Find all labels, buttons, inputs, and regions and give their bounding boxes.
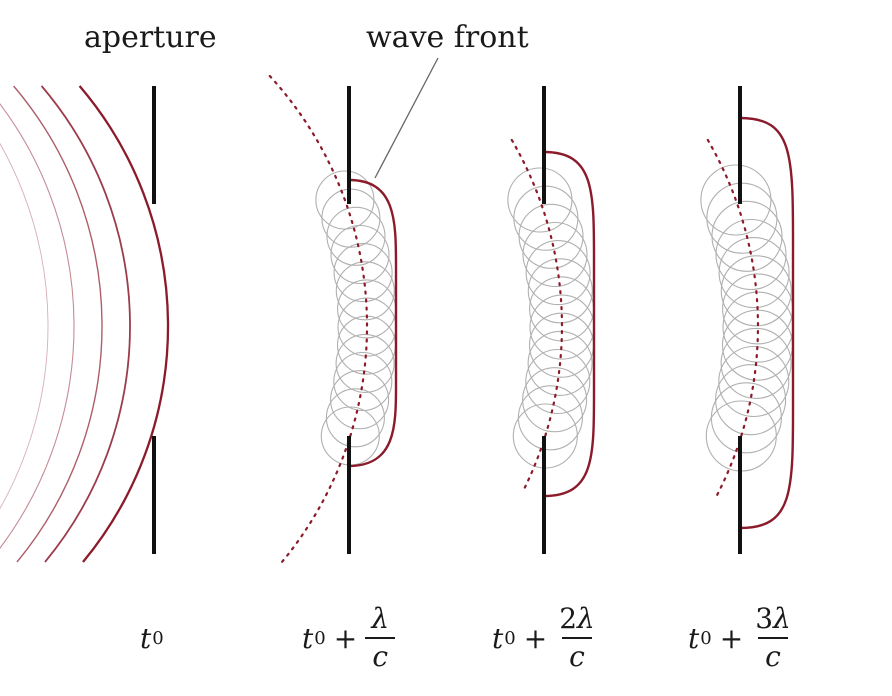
fraction-numerator: 2λ bbox=[555, 605, 599, 637]
incoming-wave-arc-3 bbox=[13, 85, 103, 563]
huygens-wavelets bbox=[315, 164, 794, 472]
aperture-barriers bbox=[152, 86, 742, 554]
time-symbol: t bbox=[688, 621, 700, 655]
time-symbol: t bbox=[140, 621, 152, 655]
incoming-wave-arc-4 bbox=[0, 103, 75, 549]
fraction-numerator: 3λ bbox=[751, 605, 795, 637]
wavelet-circle bbox=[330, 224, 390, 285]
previous-front-dotted-1 bbox=[268, 74, 369, 568]
new-wave-front-2 bbox=[543, 150, 596, 498]
wave-front-pointer bbox=[374, 57, 439, 179]
fraction-denominator: c bbox=[365, 637, 396, 671]
new-wave-front-1 bbox=[348, 178, 398, 468]
wavelet-circle bbox=[518, 203, 584, 269]
plus-sign: + bbox=[333, 621, 358, 655]
wavelet-circle bbox=[333, 243, 393, 303]
wavelet-circle bbox=[720, 255, 792, 327]
fraction: 3λ c bbox=[751, 605, 795, 671]
wavelet-circle bbox=[715, 364, 787, 436]
time-subscript: 0 bbox=[700, 627, 712, 649]
plus-sign: + bbox=[719, 621, 744, 655]
numerator-symbol: λ bbox=[577, 602, 595, 635]
wavelet-circle bbox=[326, 206, 386, 266]
wavelet-circle bbox=[522, 221, 588, 288]
wavelet-circle bbox=[715, 218, 787, 291]
fraction: 2λ c bbox=[555, 605, 599, 671]
wavelet-circle bbox=[527, 330, 593, 396]
wavelet-circle bbox=[335, 333, 395, 393]
plus-sign: + bbox=[523, 621, 548, 655]
incoming-wave-arc-1 bbox=[78, 85, 170, 563]
wavelet-circle bbox=[700, 164, 772, 236]
fraction: λ c bbox=[365, 605, 396, 671]
fraction-denominator: c bbox=[561, 637, 592, 671]
wavelet-circle bbox=[718, 345, 790, 418]
incoming-wave-arc-5 bbox=[0, 142, 49, 510]
wavelet-circle bbox=[718, 237, 790, 309]
time-subscript: 0 bbox=[152, 627, 164, 649]
numerator-symbol: λ bbox=[773, 602, 791, 635]
wavelet-circle bbox=[522, 367, 588, 433]
wavelet-circle bbox=[330, 370, 390, 430]
wavelet-circle bbox=[720, 327, 792, 399]
wavelet-circle bbox=[527, 258, 593, 324]
time-symbol: t bbox=[302, 621, 314, 655]
wavelet-circle bbox=[335, 261, 395, 321]
aperture-label: aperture bbox=[84, 20, 217, 55]
fraction-numerator: λ bbox=[367, 605, 393, 637]
incoming-wave-arcs bbox=[0, 85, 170, 563]
wavelet-circle bbox=[722, 291, 794, 363]
fraction-denominator: c bbox=[757, 637, 788, 671]
wavelet-circle bbox=[333, 351, 393, 412]
wavelet-circle bbox=[525, 348, 591, 415]
numerator-symbol: λ bbox=[371, 602, 390, 635]
wavelet-circle bbox=[525, 240, 591, 306]
time-subscript: 0 bbox=[314, 627, 326, 649]
wave-front-label: wave front bbox=[366, 20, 529, 55]
incoming-wave-arc-2 bbox=[40, 85, 131, 563]
time-symbol: t bbox=[492, 621, 504, 655]
wavelet-circle bbox=[711, 200, 783, 272]
new-wave-front-3 bbox=[739, 116, 795, 530]
numerator-coefficient: 2 bbox=[559, 602, 578, 635]
wavelet-circle bbox=[325, 388, 385, 448]
time-subscript: 0 bbox=[504, 627, 516, 649]
numerator-coefficient: 3 bbox=[755, 602, 774, 635]
